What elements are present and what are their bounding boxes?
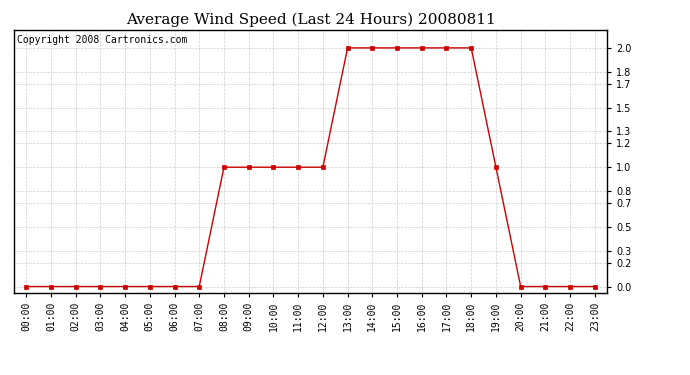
Title: Average Wind Speed (Last 24 Hours) 20080811: Average Wind Speed (Last 24 Hours) 20080…: [126, 13, 495, 27]
Text: Copyright 2008 Cartronics.com: Copyright 2008 Cartronics.com: [17, 35, 187, 45]
